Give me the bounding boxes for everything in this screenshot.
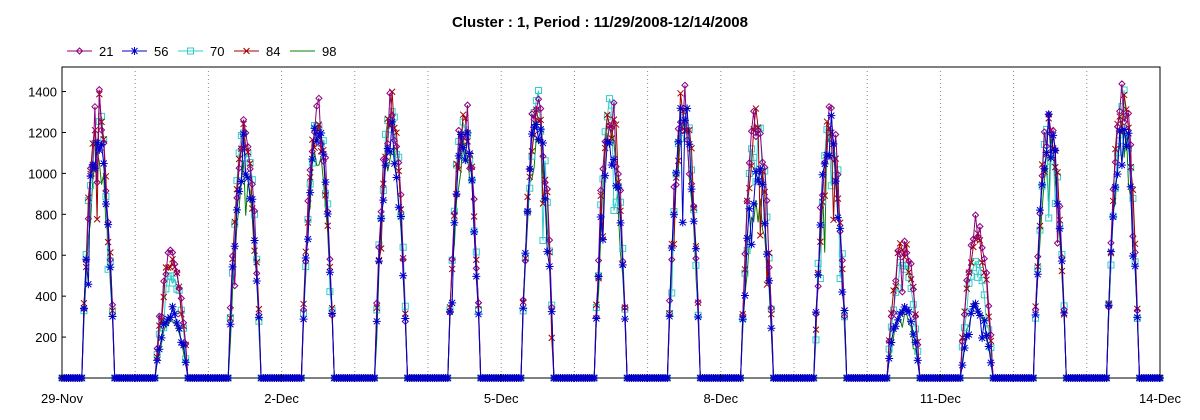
x-tick-label: 11-Dec: [920, 391, 961, 406]
chart-title: Cluster : 1, Period : 11/29/2008-12/14/2…: [452, 14, 748, 31]
axes: 200 400 600 800 1000 1200 1400 29-Nov 2-Dec 5-Dec…: [28, 85, 1181, 406]
legend-item: 21: [67, 44, 113, 59]
legend-marker: [130, 47, 139, 55]
y-tick-label: 1400: [28, 85, 57, 100]
y-tick-label: 1200: [28, 125, 57, 140]
series-line: [62, 89, 1160, 379]
legend-item: 70: [178, 44, 224, 59]
legend-marker: [75, 47, 84, 55]
legend-item: 56: [122, 44, 168, 59]
y-tick-label: 200: [35, 330, 57, 345]
legend: 21 56 70 84 98: [67, 44, 336, 59]
series-layer: [58, 80, 1164, 382]
x-tick-label: 29-Nov: [41, 391, 83, 406]
y-tick-label: 400: [35, 289, 57, 304]
legend-label: 70: [210, 44, 224, 59]
legend-label: 21: [99, 44, 113, 59]
y-tick-label: 600: [35, 248, 57, 263]
legend-item: 84: [234, 44, 280, 59]
y-tick-label: 800: [35, 207, 57, 222]
x-tick-label: 2-Dec: [264, 391, 299, 406]
legend-label: 84: [266, 44, 280, 59]
legend-label: 98: [322, 44, 336, 59]
x-tick-label: 5-Dec: [484, 391, 519, 406]
x-tick-label: 14-Dec: [1139, 391, 1181, 406]
legend-label: 56: [154, 44, 168, 59]
legend-item: 98: [290, 44, 336, 59]
legend-marker: [243, 47, 250, 55]
y-tick-label: 1000: [28, 166, 57, 181]
plot-area: [61, 66, 1161, 379]
x-tick-label: 8-Dec: [703, 391, 738, 406]
legend-marker: [187, 47, 194, 55]
series-line: [62, 83, 1160, 379]
